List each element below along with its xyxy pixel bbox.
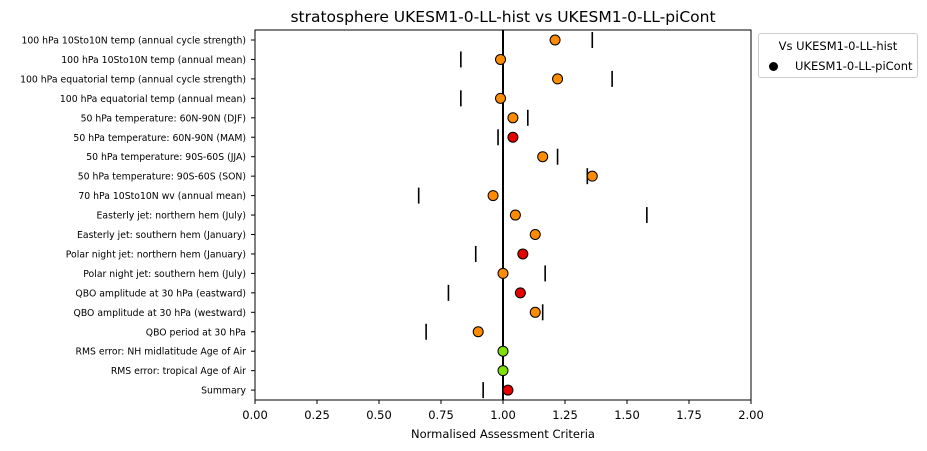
y-tick-label: 50 hPa temperature: 90S-60S (SON): [78, 172, 246, 183]
y-tick-marks: [251, 39, 255, 391]
data-point: [537, 151, 549, 163]
data-points: [472, 34, 598, 396]
x-axis: 0.00 0.25 0.50 0.75 1.00 1.25 1.50 1.75 2.00: [242, 400, 764, 422]
y-tick-label: 100 hPa 10Sto10N temp (annual mean): [61, 55, 246, 66]
data-point: [487, 190, 499, 202]
x-tick-label: 0.75: [428, 408, 454, 422]
x-tick-label: 1.25: [552, 408, 578, 422]
y-tick-label: 100 hPa equatorial temp (annual cycle st…: [20, 74, 246, 85]
y-tick-labels: 100 hPa 10Sto10N temp (annual cycle stre…: [20, 36, 246, 397]
x-tick-label: 0.25: [304, 408, 330, 422]
data-point: [514, 287, 526, 299]
y-tick-label: RMS error: tropical Age of Air: [111, 366, 246, 377]
data-point: [529, 229, 541, 240]
y-tick-label: QBO period at 30 hPa: [146, 327, 246, 338]
y-tick-label: Polar night jet: northern hem (January): [66, 249, 246, 260]
data-point: [507, 131, 519, 143]
y-tick-label: 50 hPa temperature: 60N-90N (DJF): [81, 113, 246, 124]
y-tick-label: Easterly jet: southern hem (January): [77, 230, 246, 241]
uncertainty-ticks: [417, 32, 648, 399]
data-point: [552, 73, 564, 85]
x-tick-label: 1.50: [614, 408, 640, 422]
data-point: [495, 92, 507, 104]
x-tick-label: 1.75: [676, 408, 702, 422]
data-point: [517, 248, 529, 260]
data-point: [549, 34, 561, 46]
legend: Vs UKESM1-0-LL-hist UKESM1-0-LL-piCont: [758, 33, 918, 78]
y-tick-label: 100 hPa equatorial temp (annual mean): [60, 94, 246, 105]
data-point: [497, 267, 509, 279]
legend-marker: [769, 62, 778, 71]
data-point: [507, 112, 519, 124]
y-tick-label: Polar night jet: southern hem (July): [83, 269, 246, 280]
y-tick-label: 50 hPa temperature: 90S-60S (JJA): [86, 152, 246, 163]
legend-title: Vs UKESM1-0-LL-hist: [778, 39, 898, 53]
y-tick-label: RMS error: NH midlatitude Age of Air: [76, 347, 247, 358]
data-point: [509, 209, 521, 221]
data-point: [497, 345, 509, 357]
y-tick-label: 70 hPa 10Sto10N wv (annual mean): [78, 191, 246, 202]
data-point: [529, 306, 541, 318]
y-tick-label: Summary: [201, 386, 246, 397]
data-point: [497, 365, 509, 377]
y-tick-label: QBO amplitude at 30 hPa (eastward): [75, 288, 246, 299]
chart-title: stratosphere UKESM1-0-LL-hist vs UKESM1-…: [290, 8, 715, 26]
data-point: [586, 170, 598, 182]
data-point: [495, 53, 507, 65]
y-tick-label: 50 hPa temperature: 60N-90N (MAM): [73, 133, 246, 144]
x-tick-label: 2.00: [738, 408, 764, 422]
x-tick-label: 0.00: [242, 408, 268, 422]
x-tick-label: 0.50: [366, 408, 392, 422]
data-point: [472, 326, 484, 338]
legend-entry-label: UKESM1-0-LL-piCont: [795, 59, 913, 73]
data-point: [502, 384, 514, 396]
x-tick-label: 1.00: [490, 408, 516, 422]
x-axis-label: Normalised Assessment Criteria: [411, 427, 595, 441]
y-tick-label: Easterly jet: northern hem (July): [97, 211, 246, 222]
y-tick-label: QBO amplitude at 30 hPa (westward): [74, 308, 246, 319]
y-tick-label: 100 hPa 10Sto10N temp (annual cycle stre…: [21, 36, 246, 47]
